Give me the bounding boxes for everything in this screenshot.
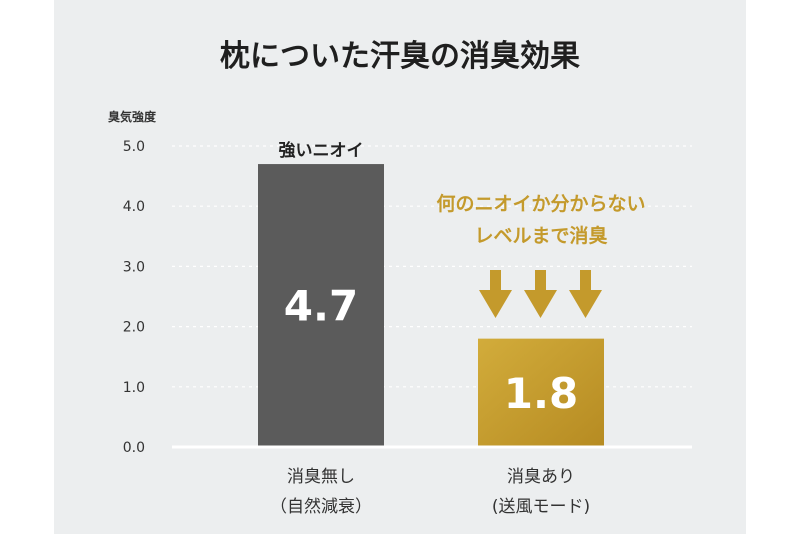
y-tick-label: 0.0 [123,440,145,456]
y-axis-label: 臭気強度 [108,109,157,124]
y-tick-label: 5.0 [123,139,145,155]
category-label: 消臭あり [507,467,575,487]
chart-panel [54,0,746,534]
category-label: 消臭無し [287,467,355,487]
category-labels: 消臭無し （自然減衰） 消臭あり (送風モード) [270,467,590,517]
y-tick-label: 2.0 [123,320,145,336]
bar-value-label: 1.8 [504,369,578,418]
callout-line-2: レベルまで消臭 [474,224,607,247]
gridlines [172,145,692,388]
category-label: (送風モード) [492,497,590,517]
chart-title: 枕についた汗臭の消臭効果 [220,39,580,74]
down-arrow-icon [524,270,557,318]
bars [258,164,604,447]
bar [478,338,604,447]
bar-value-label: 4.7 [284,282,358,331]
category-label: （自然減衰） [270,497,372,517]
y-tick-label: 1.0 [123,380,145,396]
callout-line-1: 何のニオイか分からない [436,192,645,215]
strong-odor-annotation: 強いニオイ [279,140,364,161]
y-tick-labels: 0.0 1.0 2.0 3.0 4.0 5.0 [123,139,145,456]
down-arrow-icon [569,270,602,318]
bar [258,164,384,447]
value-labels: 4.7 1.8 [284,282,578,418]
y-tick-label: 4.0 [123,199,145,215]
down-arrow-icon [479,270,512,318]
y-tick-label: 3.0 [123,259,145,275]
down-arrows [479,270,602,318]
